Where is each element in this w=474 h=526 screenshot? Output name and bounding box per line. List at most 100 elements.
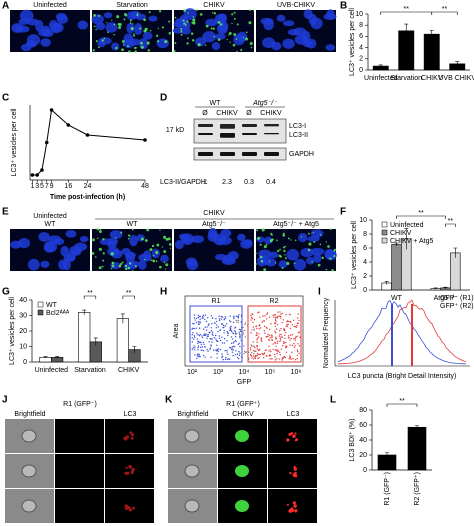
label: GFP: [237, 379, 252, 386]
event: [194, 319, 196, 321]
label: WT: [45, 221, 57, 228]
puncta: [157, 27, 160, 30]
label: LC3: [124, 411, 137, 418]
error-bar: [453, 247, 458, 258]
puncta: [284, 254, 286, 256]
puncta: [132, 33, 135, 35]
event: [197, 342, 199, 345]
event: [251, 351, 253, 354]
legend-swatch: [381, 229, 388, 236]
event: [299, 336, 301, 339]
event: [220, 315, 222, 318]
event: [276, 342, 279, 344]
event: [210, 327, 212, 329]
legend-swatch: [381, 221, 388, 228]
event: [253, 356, 256, 359]
nucleus: [126, 11, 137, 21]
event: [208, 323, 210, 325]
cell: [21, 464, 37, 478]
event: [210, 329, 213, 332]
nucleus: [297, 232, 308, 243]
event: [194, 349, 196, 351]
puncta: [195, 8, 198, 12]
event: [221, 336, 223, 338]
puncta: [231, 22, 233, 25]
event: [269, 316, 271, 318]
puncta: [106, 22, 108, 24]
event: [232, 321, 235, 324]
nucleus: [214, 13, 227, 24]
axis-label: LC3 BDI⁺ (%): [349, 419, 356, 462]
event: [226, 358, 229, 361]
x-tick-label: Starvation: [390, 75, 422, 82]
puncta: [311, 261, 313, 263]
significance-bracket: [386, 403, 418, 407]
label: GAPDH: [289, 151, 314, 158]
y-tick-label: 20: [19, 328, 27, 335]
puncta: [294, 439, 298, 442]
puncta: [103, 37, 106, 40]
tick-label: 10²: [187, 369, 198, 376]
event: [287, 335, 290, 337]
nucleus: [293, 258, 307, 271]
y-tick-label: 10: [359, 217, 367, 224]
y-tick-label: 40: [359, 437, 367, 444]
panel-letter: G: [2, 287, 10, 298]
event: [224, 315, 227, 318]
event: [268, 339, 271, 341]
nucleus: [191, 235, 205, 243]
event: [293, 346, 296, 349]
point: [143, 138, 147, 142]
y-tick-label: 2: [359, 56, 363, 63]
event: [238, 350, 240, 353]
cell-image: [268, 454, 317, 488]
puncta: [115, 46, 118, 50]
puncta: [101, 39, 104, 42]
event: [216, 353, 218, 355]
event: [287, 323, 289, 325]
event: [259, 316, 261, 318]
event: [296, 317, 299, 319]
event: [226, 349, 228, 351]
event: [216, 340, 218, 342]
puncta: [107, 31, 109, 34]
label: LC3 puncta (Bright Detail Intensity): [348, 373, 457, 380]
puncta: [121, 40, 125, 43]
event: [267, 333, 269, 336]
puncta: [255, 263, 257, 265]
event: [220, 318, 223, 320]
x-tick-label: 3: [35, 183, 39, 190]
event: [291, 334, 293, 336]
event: [277, 311, 279, 313]
event: [286, 346, 288, 348]
nucleus: [305, 256, 315, 265]
event: [215, 327, 218, 329]
event: [291, 324, 294, 326]
event: [219, 348, 222, 351]
event: [271, 358, 273, 360]
puncta: [180, 30, 183, 33]
event: [256, 327, 258, 330]
event: [211, 338, 213, 340]
event: [263, 329, 266, 332]
nucleus: [40, 260, 50, 268]
puncta: [228, 34, 230, 36]
event: [230, 326, 232, 328]
puncta: [121, 261, 124, 264]
puncta: [99, 228, 102, 231]
event: [191, 328, 193, 330]
event: [274, 319, 277, 322]
event: [258, 356, 260, 359]
label: 0.4: [266, 179, 276, 186]
event: [237, 321, 239, 323]
puncta: [279, 248, 281, 251]
puncta: [124, 264, 128, 268]
event: [277, 351, 280, 353]
x-tick-label: 24: [84, 183, 92, 190]
event: [201, 315, 204, 318]
event: [272, 348, 274, 351]
nucleus: [307, 235, 320, 242]
event: [204, 318, 206, 321]
event: [221, 353, 223, 355]
event: [252, 355, 254, 357]
